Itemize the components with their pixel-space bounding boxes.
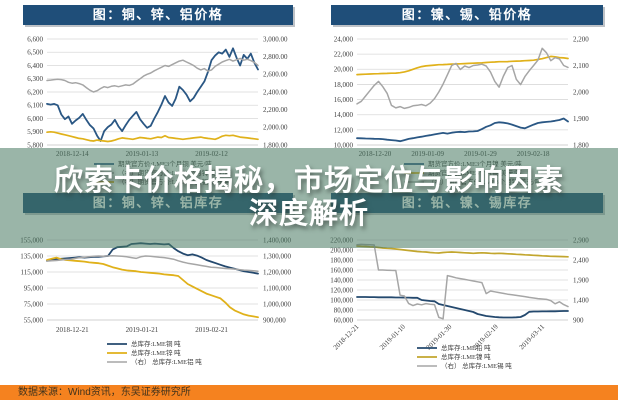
svg-text:75,000: 75,000: [24, 300, 44, 308]
svg-text:135,000: 135,000: [20, 252, 43, 260]
series-line-2: [356, 47, 569, 110]
svg-text:2,200: 2,200: [573, 35, 589, 43]
axis-tick-labels: 6,600 6,500 6,400 6,300 6,200 6,100 6,000 5,900…: [27, 35, 288, 158]
svg-text:1,200,000: 1,200,000: [263, 268, 292, 276]
svg-text:6,200: 6,200: [27, 88, 43, 96]
svg-text:1,100,000: 1,100,000: [263, 284, 292, 292]
series-lines: [46, 242, 259, 319]
svg-text:6,300: 6,300: [27, 75, 43, 83]
svg-text:2018-12-21: 2018-12-21: [332, 322, 361, 351]
gridlines: [357, 38, 568, 146]
svg-text:900: 900: [573, 316, 584, 324]
series-line-1: [356, 245, 569, 258]
svg-text:2,600.00: 2,600.00: [263, 71, 288, 79]
axis-tick-labels: 155,000135,000115,00095,00075,00055,0001…: [20, 236, 291, 334]
legend-label: （右） 总库存:LME锡 吨: [441, 361, 512, 370]
svg-text:2019-01-21: 2019-01-21: [126, 326, 159, 334]
svg-text:180,000: 180,000: [330, 256, 353, 264]
svg-text:1,900: 1,900: [573, 276, 589, 284]
svg-text:1,900: 1,900: [573, 115, 589, 123]
legend-label: 总库存:LME铅 吨: [441, 343, 491, 352]
legend-label: 总库存:LME镍 吨: [441, 352, 491, 361]
chart-title-cu-zn-al-price: 图：铜、锌、铝价格: [23, 5, 293, 25]
series-line-0: [356, 117, 569, 143]
svg-text:2,400: 2,400: [573, 256, 589, 264]
gridlines: [47, 38, 258, 146]
series-line-1: [46, 57, 259, 93]
svg-text:10,000: 10,000: [334, 141, 354, 149]
svg-text:1,000,000: 1,000,000: [263, 300, 292, 308]
series-line-2: [46, 130, 259, 143]
series-line-0: [356, 296, 569, 319]
svg-text:900,000: 900,000: [263, 316, 286, 324]
svg-text:160,000: 160,000: [330, 266, 353, 274]
svg-text:2019-03-11: 2019-03-11: [518, 322, 547, 351]
svg-text:115,000: 115,000: [21, 268, 44, 276]
gridlines: [47, 239, 258, 321]
svg-text:6,100: 6,100: [27, 102, 43, 110]
legend-label: （右） 总库存:LME铝 吨: [131, 357, 202, 366]
svg-text:6,400: 6,400: [27, 62, 43, 70]
svg-text:2,400.00: 2,400.00: [263, 88, 288, 96]
svg-text:140,000: 140,000: [330, 276, 353, 284]
svg-text:2,200.00: 2,200.00: [263, 106, 288, 114]
svg-text:2019-02-21: 2019-02-21: [195, 326, 228, 334]
svg-text:2,000.00: 2,000.00: [263, 124, 288, 132]
legend-label: 总库存:LME锌 吨: [131, 348, 181, 357]
svg-text:100,000: 100,000: [330, 296, 353, 304]
svg-text:2018-12-21: 2018-12-21: [56, 326, 89, 334]
svg-text:5,900: 5,900: [27, 128, 43, 136]
series-lines: [356, 47, 569, 143]
article-title: 欣索卡价格揭秘，市场定位与影响因素 深度解析: [0, 148, 618, 248]
svg-text:55,000: 55,000: [24, 316, 44, 324]
series-lines: [46, 47, 259, 143]
series-line-0: [46, 47, 259, 142]
svg-text:2,000: 2,000: [573, 88, 589, 96]
svg-text:20,000: 20,000: [334, 66, 354, 74]
svg-text:80,000: 80,000: [334, 306, 354, 314]
svg-text:200,000: 200,000: [330, 246, 353, 254]
svg-text:18,000: 18,000: [334, 81, 354, 89]
svg-text:1,800.00: 1,800.00: [263, 141, 288, 149]
svg-text:1,800: 1,800: [573, 141, 589, 149]
series-line-1: [356, 55, 569, 76]
svg-text:95,000: 95,000: [24, 284, 44, 292]
title-overlay-band: [0, 148, 618, 248]
svg-text:1,400: 1,400: [573, 296, 589, 304]
svg-text:6,500: 6,500: [27, 49, 43, 57]
series-line-2: [356, 243, 569, 320]
svg-text:5,800: 5,800: [27, 141, 43, 149]
svg-text:120,000: 120,000: [330, 286, 353, 294]
series-lines: [356, 243, 569, 320]
svg-text:2,100: 2,100: [573, 62, 589, 70]
svg-text:6,000: 6,000: [27, 115, 43, 123]
svg-text:24,000: 24,000: [334, 35, 354, 43]
svg-text:12,000: 12,000: [334, 126, 354, 134]
svg-text:16,000: 16,000: [334, 96, 354, 104]
svg-text:1,300,000: 1,300,000: [263, 252, 292, 260]
svg-text:22,000: 22,000: [334, 51, 354, 59]
article-title-line2: 深度解析: [248, 198, 369, 230]
svg-text:6,600: 6,600: [27, 35, 43, 43]
legend-label: 总库存:LME铜 吨: [131, 339, 181, 348]
article-title-line1: 欣索卡价格揭秘，市场定位与影响因素: [53, 165, 564, 197]
series-line-2: [46, 254, 259, 272]
svg-text:3,000.00: 3,000.00: [263, 35, 288, 43]
series-line-1: [46, 256, 259, 319]
svg-text:2,800.00: 2,800.00: [263, 53, 288, 61]
svg-text:60,000: 60,000: [334, 316, 354, 324]
svg-text:2019-01-10: 2019-01-10: [378, 322, 407, 351]
data-source-bar: 数据来源：Wind资讯，东吴证券研究所: [0, 385, 618, 400]
axis-tick-labels: 220,000200,000180,000160,000140,000120,0…: [330, 236, 589, 351]
svg-text:14,000: 14,000: [334, 111, 354, 119]
chart-title-ni-sn-pb-price: 图：镍、锡、铅价格: [331, 5, 603, 25]
